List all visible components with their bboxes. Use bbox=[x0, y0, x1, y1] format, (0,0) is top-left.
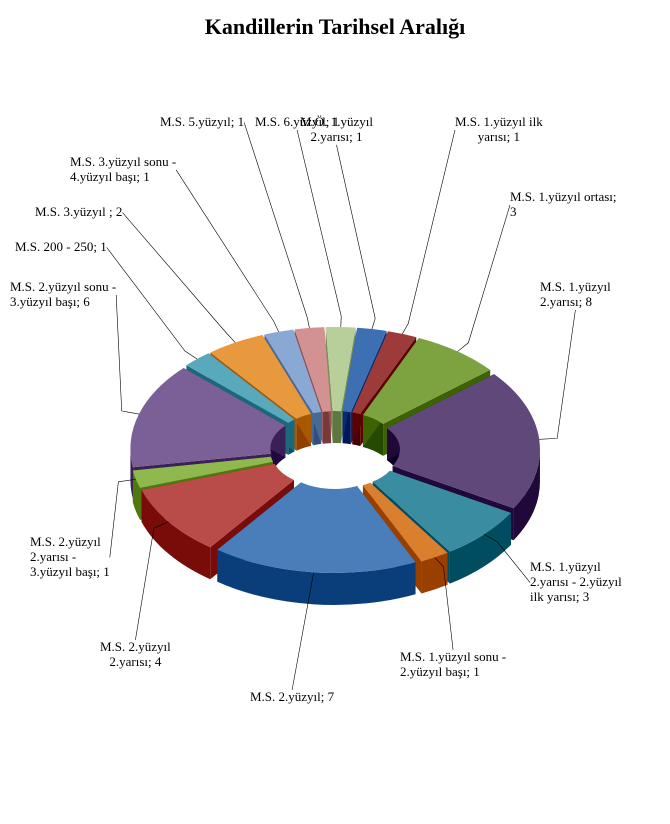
leader-line bbox=[458, 205, 510, 351]
slice-label: M.S. 2.yüzyıl; 7 bbox=[250, 690, 334, 705]
slice-label: M.S. 3.yüzyıl ; 2 bbox=[35, 205, 122, 220]
leader-line bbox=[297, 130, 341, 327]
leader-line bbox=[176, 170, 278, 332]
leader-line bbox=[539, 310, 575, 439]
leader-line bbox=[402, 130, 455, 334]
slice-label: M.S. 1.yüzyıl ortası; 3 bbox=[510, 190, 617, 220]
slice-label: M.S. 5.yüzyıl; 1 bbox=[160, 115, 244, 130]
slice-label: M.S. 200 - 250; 1 bbox=[15, 240, 107, 255]
slice-label: M.S. 2.yüzyıl sonu - 3.yüzyıl başı; 6 bbox=[10, 280, 116, 310]
leader-line bbox=[107, 247, 197, 359]
slice-label: M.S. 6.yüzyıl; 1 bbox=[255, 115, 339, 130]
leader-line bbox=[244, 122, 309, 327]
leader-line bbox=[116, 295, 139, 414]
slice-label: M.S. 1.yüzyıl 2.yarısı - 2.yüzyıl ilk ya… bbox=[530, 560, 622, 605]
pie-chart-container: Kandillerin Tarihsel Aralığı M.Ö. 1.yüzy… bbox=[0, 0, 670, 824]
slice-label: M.S. 3.yüzyıl sonu - 4.yüzyıl başı; 1 bbox=[70, 155, 176, 185]
leader-line bbox=[336, 145, 375, 329]
leader-line bbox=[122, 212, 235, 342]
slice-label: M.S. 1.yüzyıl sonu - 2.yüzyıl başı; 1 bbox=[400, 650, 506, 680]
slice-label: M.S. 2.yüzyıl 2.yarısı - 3.yüzyıl başı; … bbox=[30, 535, 110, 580]
slice-label: M.S. 1.yüzyıl 2.yarısı; 8 bbox=[540, 280, 611, 310]
slice-label: M.S. 1.yüzyıl ilk yarısı; 1 bbox=[455, 115, 543, 145]
slice-label: M.S. 2.yüzyıl 2.yarısı; 4 bbox=[100, 640, 171, 670]
